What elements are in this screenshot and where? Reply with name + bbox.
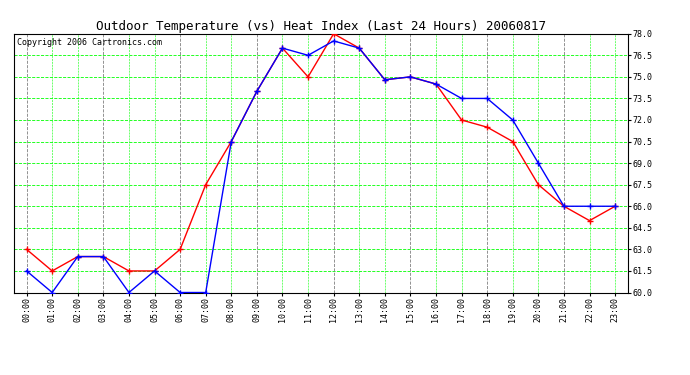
Title: Outdoor Temperature (vs) Heat Index (Last 24 Hours) 20060817: Outdoor Temperature (vs) Heat Index (Las… [96,20,546,33]
Text: Copyright 2006 Cartronics.com: Copyright 2006 Cartronics.com [17,38,162,46]
